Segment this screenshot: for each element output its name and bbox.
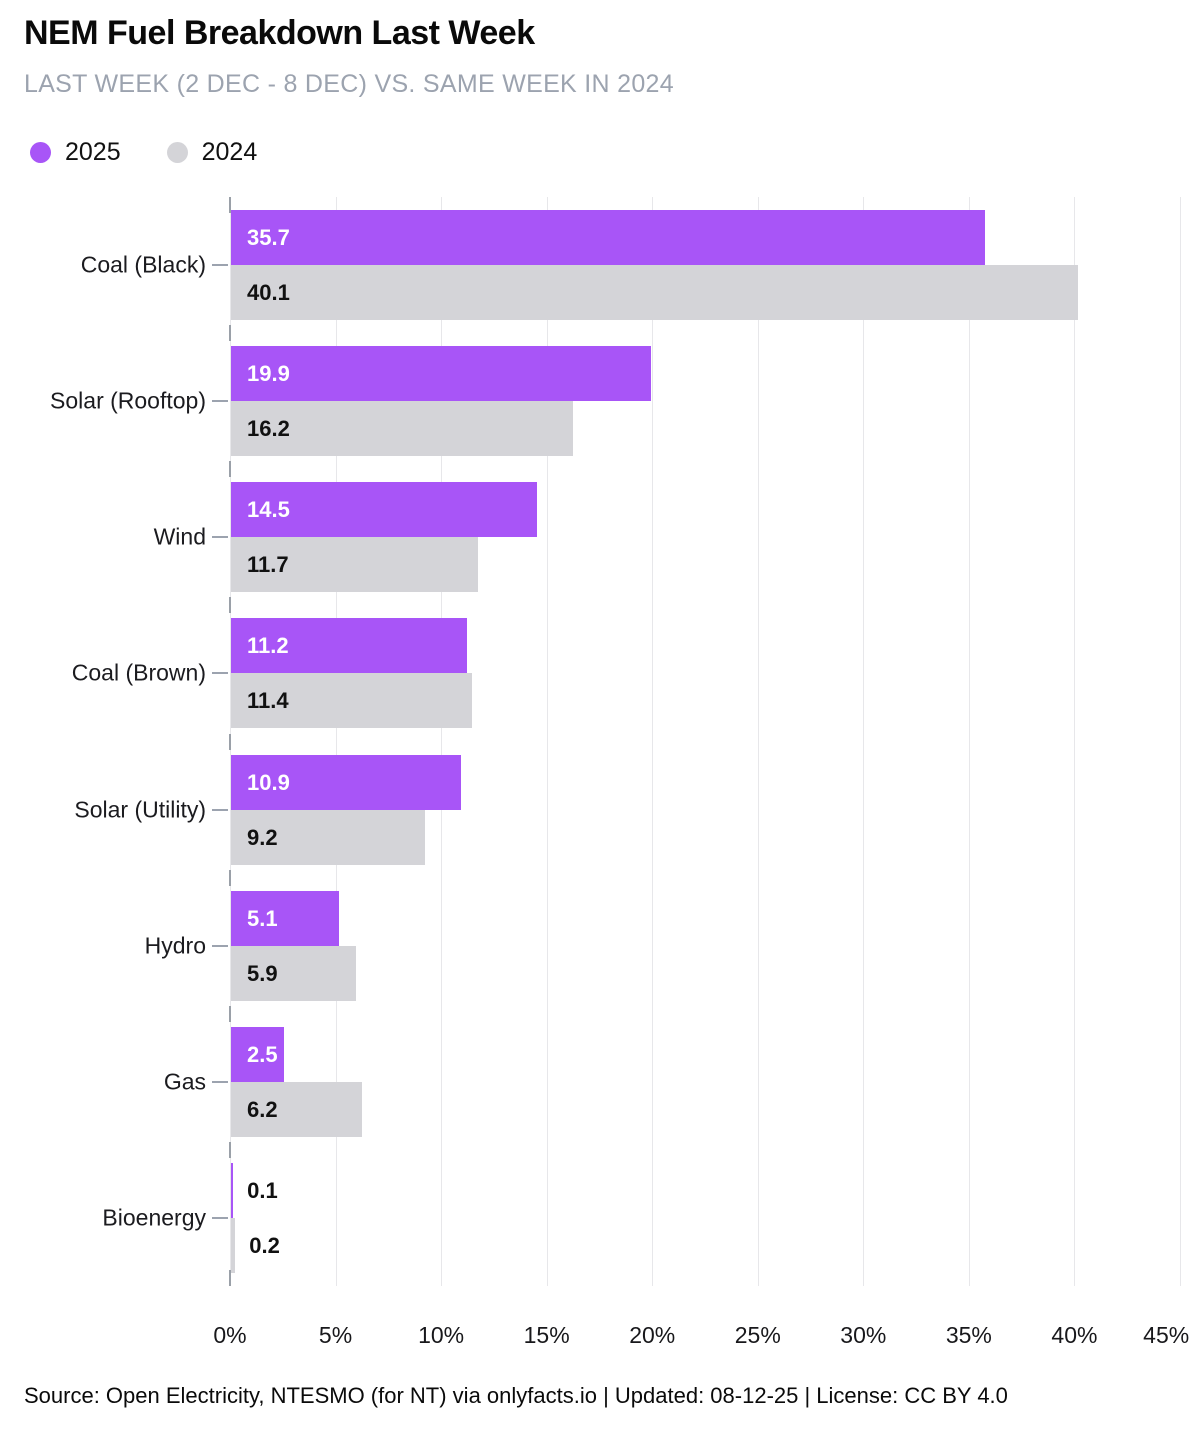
bar-2025 (231, 890, 339, 946)
category-label: Solar (Rooftop) (50, 387, 206, 414)
category-label: Gas (163, 1068, 206, 1095)
bar-value-label-2024: 11.4 (247, 688, 289, 714)
bar-2024 (231, 1217, 236, 1273)
chart-title: NEM Fuel Breakdown Last Week (24, 14, 535, 52)
legend: 2025 2024 (30, 138, 257, 167)
bar-2024 (231, 673, 472, 729)
bar-2025 (231, 210, 985, 265)
bar-value-label-2024: 6.2 (247, 1096, 278, 1122)
category-tick-icon (212, 672, 228, 675)
axis-tick-label: 35% (945, 1322, 992, 1348)
gridline (441, 197, 443, 1286)
category-boundary-tick (229, 325, 231, 342)
gridline (1180, 197, 1181, 1286)
legend-item-2024: 2024 (166, 138, 258, 167)
bar-value-label-2025: 35.7 (247, 225, 290, 250)
bar-value-label-2025: 11.2 (247, 633, 289, 659)
category-label: Hydro (144, 932, 206, 959)
bar-2024 (231, 1081, 362, 1137)
axis-tick-label: 10% (418, 1322, 465, 1348)
category-boundary-tick (229, 197, 231, 213)
gridline (335, 197, 337, 1286)
bar-value-label-2024: 11.7 (247, 552, 289, 578)
axis-tick-label: 20% (629, 1322, 676, 1348)
category-tick-icon (212, 944, 228, 947)
bar-value-label-2024: 40.1 (247, 280, 290, 305)
category-boundary-tick (229, 1005, 231, 1022)
bar-2024 (231, 809, 426, 865)
bar-value-label-2025: 19.9 (247, 361, 290, 387)
bar-value-label-2024: 5.9 (247, 960, 278, 986)
category-label: Coal (Brown) (71, 659, 206, 686)
category-tick-icon (212, 264, 228, 266)
category-tick-icon (212, 400, 228, 403)
axis-tick-label: 5% (318, 1322, 353, 1348)
gridline (1074, 197, 1076, 1286)
bar-2025 (231, 482, 538, 538)
legend-item-2025: 2025 (30, 138, 121, 167)
legend-dot-2025-icon (30, 142, 51, 163)
bar-2025 (231, 754, 462, 810)
bar-value-label-2024: 0.2 (249, 1232, 280, 1258)
bar-value-label-2025: 10.9 (247, 769, 290, 795)
bar-2025 (231, 346, 652, 402)
bar-value-label-2025: 2.5 (247, 1041, 278, 1067)
gridline (968, 197, 970, 1286)
axis-tick-label: 15% (523, 1322, 570, 1348)
category-boundary-tick (229, 1141, 231, 1158)
bar-value-label-2025: 0.1 (247, 1177, 278, 1203)
category-boundary-tick (229, 869, 231, 886)
category-boundary-tick (229, 733, 231, 750)
legend-dot-2024-icon (166, 142, 188, 163)
bar-2025 (231, 618, 468, 674)
chart-subtitle: LAST WEEK (2 DEC - 8 DEC) VS. SAME WEEK … (24, 70, 674, 98)
gridline (757, 197, 759, 1286)
category-tick-icon (212, 1216, 228, 1219)
category-label: Solar (Utility) (74, 796, 206, 822)
axis-tick-label: 40% (1051, 1322, 1098, 1348)
gridline (652, 197, 654, 1286)
bar-2024 (231, 401, 573, 457)
gridline (546, 197, 548, 1286)
category-label: Bioenergy (102, 1204, 206, 1231)
category-boundary-tick (229, 1270, 231, 1286)
axis-tick-label: 45% (1143, 1322, 1190, 1348)
bar-2024 (231, 265, 1078, 320)
bar-value-label-2024: 16.2 (247, 416, 290, 442)
category-boundary-tick (229, 461, 231, 478)
bar-value-label-2025: 14.5 (247, 497, 290, 523)
source-footer: Source: Open Electricity, NTESMO (for NT… (24, 1383, 1008, 1408)
gridline (863, 197, 865, 1286)
category-label: Coal (Black) (80, 251, 206, 278)
category-tick-icon (212, 1080, 228, 1083)
category-tick-icon (212, 536, 228, 539)
axis-tick-label: 25% (734, 1322, 781, 1348)
bar-2024 (231, 537, 478, 593)
bar-value-label-2024: 9.2 (247, 824, 278, 850)
category-label: Wind (153, 523, 206, 550)
bar-2024 (231, 945, 356, 1001)
category-boundary-tick (229, 597, 231, 614)
legend-label-2025: 2025 (65, 138, 121, 166)
axis-tick-label: 30% (840, 1322, 887, 1348)
bar-2025 (231, 1162, 234, 1218)
axis-tick-label: 0% (213, 1322, 247, 1348)
bar-value-label-2025: 5.1 (247, 905, 278, 931)
legend-label-2024: 2024 (201, 138, 258, 166)
category-tick-icon (212, 808, 228, 811)
bar-2025 (231, 1026, 284, 1082)
